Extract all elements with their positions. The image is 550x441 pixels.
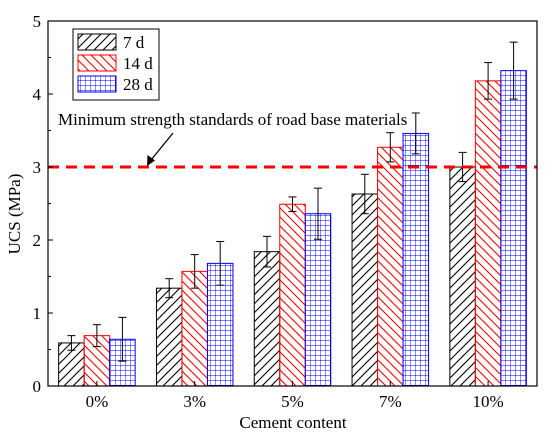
bar-7d-4 [449,166,476,387]
x-axis-title: Cement content [239,413,346,432]
bars-layer [58,41,527,387]
legend-swatch-14d [77,54,117,72]
legend-swatch-7d [77,33,117,51]
legend: 7 d 14 d 28 d [72,28,160,101]
bar-7d-3 [351,193,379,387]
bar-28d-4 [500,70,527,387]
bar-7d-1 [155,287,183,387]
bar-14d-4 [474,80,502,387]
bar-28d-2 [304,213,332,387]
y-tick-label: 1 [33,304,42,323]
x-tick-label: 10% [473,392,504,411]
x-tick-label: 7% [379,392,402,411]
bar-28d-3 [402,132,430,387]
annotation-arrow [147,132,174,166]
legend-swatch-28d [77,75,117,93]
bar-14d-2 [279,203,306,387]
x-tick-label: 3% [183,392,206,411]
bar-7d-2 [253,251,281,387]
legend-label: 14 d [123,54,153,73]
x-tick-label: 5% [281,392,304,411]
legend-label: 28 d [123,75,153,94]
y-tick-label: 2 [33,231,42,250]
y-tick-label: 5 [33,12,42,31]
annotation-text: Minimum strength standards of road base … [58,110,407,129]
y-tick-label: 3 [33,158,42,177]
y-tick-label: 0 [33,377,42,396]
legend-label: 7 d [123,33,145,52]
x-tick-label: 0% [86,392,109,411]
y-tick-label: 4 [33,85,42,104]
bar-14d-3 [377,146,404,387]
axes-layer: 0 1 2 3 4 5 0% 3% 5% 7% 10% [33,12,538,411]
y-axis-title: UCS (MPa) [5,174,24,255]
